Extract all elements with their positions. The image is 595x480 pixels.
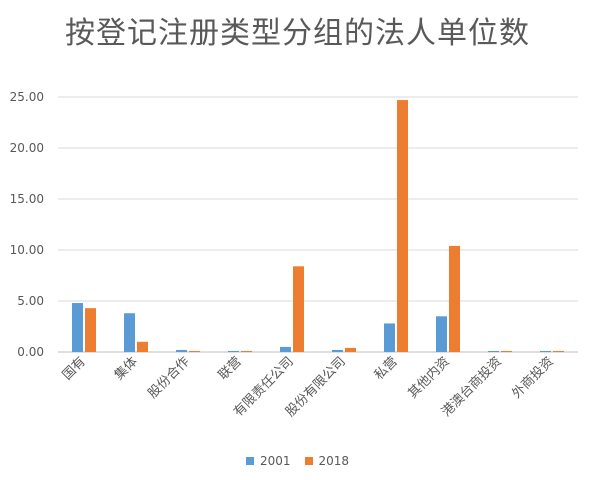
bar-2018-6: [397, 100, 408, 352]
x-tick-label: 股份合作: [145, 354, 192, 401]
y-axis-ticks: 0.00 5.00 10.00 15.00 20.00 25.00: [10, 90, 44, 359]
x-tick-label: 私营: [372, 354, 401, 383]
legend-swatch-2001: [245, 457, 254, 465]
bar-2018-0: [85, 308, 96, 352]
x-tick-label: 联营: [216, 354, 245, 383]
y-tick-label: 15.00: [10, 192, 44, 206]
bars: [72, 100, 564, 352]
bar-2001-9: [540, 350, 551, 352]
x-tick-label: 集体: [111, 354, 141, 384]
legend-swatch-2018: [304, 457, 313, 465]
legend-item-2001: 2001: [245, 454, 291, 468]
legend-label-2001: 2001: [259, 454, 291, 468]
bar-2018-1: [137, 341, 148, 352]
legend-item-2018: 2018: [304, 454, 350, 468]
gridlines: [58, 96, 578, 353]
x-tick-label: 外商投资: [509, 354, 557, 402]
x-tick-label: 国有: [60, 354, 89, 383]
x-tick-label: 其他内资: [405, 354, 453, 402]
bar-2018-9: [553, 350, 564, 352]
y-tick-label: 5.00: [17, 294, 44, 308]
y-tick-label: 0.00: [17, 345, 44, 359]
bar-2018-5: [345, 347, 356, 352]
bar-2001-8: [488, 350, 499, 352]
legend: 2001 2018: [0, 454, 595, 468]
bar-2018-4: [293, 266, 304, 352]
bar-2001-2: [176, 349, 187, 352]
bar-2018-3: [241, 350, 252, 352]
y-tick-label: 20.00: [10, 141, 44, 155]
bar-2001-5: [332, 349, 343, 352]
bar-2018-7: [449, 245, 460, 352]
y-tick-label: 25.00: [10, 90, 44, 104]
bar-2001-1: [124, 313, 135, 352]
bar-2001-4: [280, 346, 291, 352]
bar-2018-8: [501, 350, 512, 352]
chart-title: 按登记注册类型分组的法人单位数: [65, 16, 530, 51]
bar-2001-7: [436, 316, 447, 352]
legend-label-2018: 2018: [318, 454, 350, 468]
bar-2001-3: [228, 350, 239, 352]
bar-2018-2: [189, 350, 200, 352]
y-tick-label: 10.00: [10, 243, 44, 257]
bar-2001-6: [384, 323, 395, 352]
bar-2001-0: [72, 303, 83, 352]
